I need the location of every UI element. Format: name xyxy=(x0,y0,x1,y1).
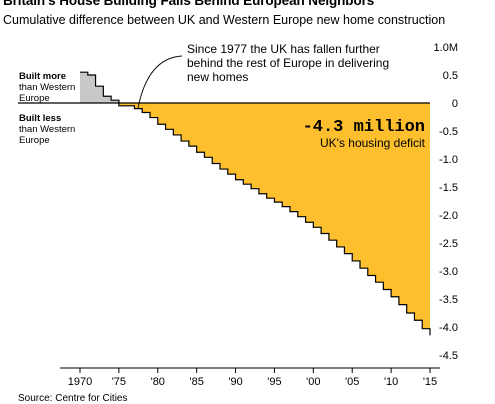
deficit-caption: UK's housing deficit xyxy=(320,136,426,150)
y-tick-label: -2.0 xyxy=(439,210,458,222)
x-tick-label: '95 xyxy=(267,376,281,388)
y-tick-label: -1.0 xyxy=(439,154,458,166)
x-tick-label: '75 xyxy=(112,376,126,388)
callout-line-1: Since 1977 the UK has fallen further xyxy=(187,42,380,56)
x-tick-label: '10 xyxy=(384,376,398,388)
negative-area xyxy=(80,103,430,336)
x-tick-label: '15 xyxy=(423,376,437,388)
above-label-line-1: than Western xyxy=(19,82,75,93)
x-tick-label: '05 xyxy=(345,376,359,388)
above-label-line-2: Europe xyxy=(19,93,50,104)
y-tick-label: 0 xyxy=(452,98,458,110)
above-label-bold: Built more xyxy=(19,71,66,82)
y-tick-label: -4.0 xyxy=(439,322,458,334)
x-tick-label: '85 xyxy=(189,376,203,388)
source-note: Source: Centre for Cities xyxy=(18,393,128,404)
y-tick-label: 0.5 xyxy=(443,70,458,82)
below-label-line-1: than Western xyxy=(19,124,75,135)
chart-subtitle: Cumulative difference between UK and Wes… xyxy=(3,13,446,27)
y-tick-label: -1.5 xyxy=(439,182,458,194)
x-tick-label: '00 xyxy=(306,376,320,388)
x-tick-label: '80 xyxy=(151,376,165,388)
y-tick-label: -2.5 xyxy=(439,238,458,250)
chart-title: Britain's House Building Falls Behind Eu… xyxy=(3,0,375,8)
y-tick-label: -3.0 xyxy=(439,266,458,278)
callout-pointer xyxy=(137,55,183,109)
x-tick-label: 1970 xyxy=(68,376,92,388)
callout-line-2: behind the rest of Europe in delivering xyxy=(187,56,389,70)
y-tick-label: -3.5 xyxy=(439,294,458,306)
below-label-line-2: Europe xyxy=(19,135,50,146)
y-tick-label: -0.5 xyxy=(439,126,458,138)
series-line xyxy=(80,71,431,336)
y-tick-label: -4.5 xyxy=(439,350,458,362)
callout-line-3: new homes xyxy=(187,70,248,84)
y-tick-label: 1.0M xyxy=(434,42,458,54)
below-label-bold: Built less xyxy=(19,113,61,124)
deficit-value: -4.3 million xyxy=(303,118,425,137)
x-tick-label: '90 xyxy=(228,376,242,388)
